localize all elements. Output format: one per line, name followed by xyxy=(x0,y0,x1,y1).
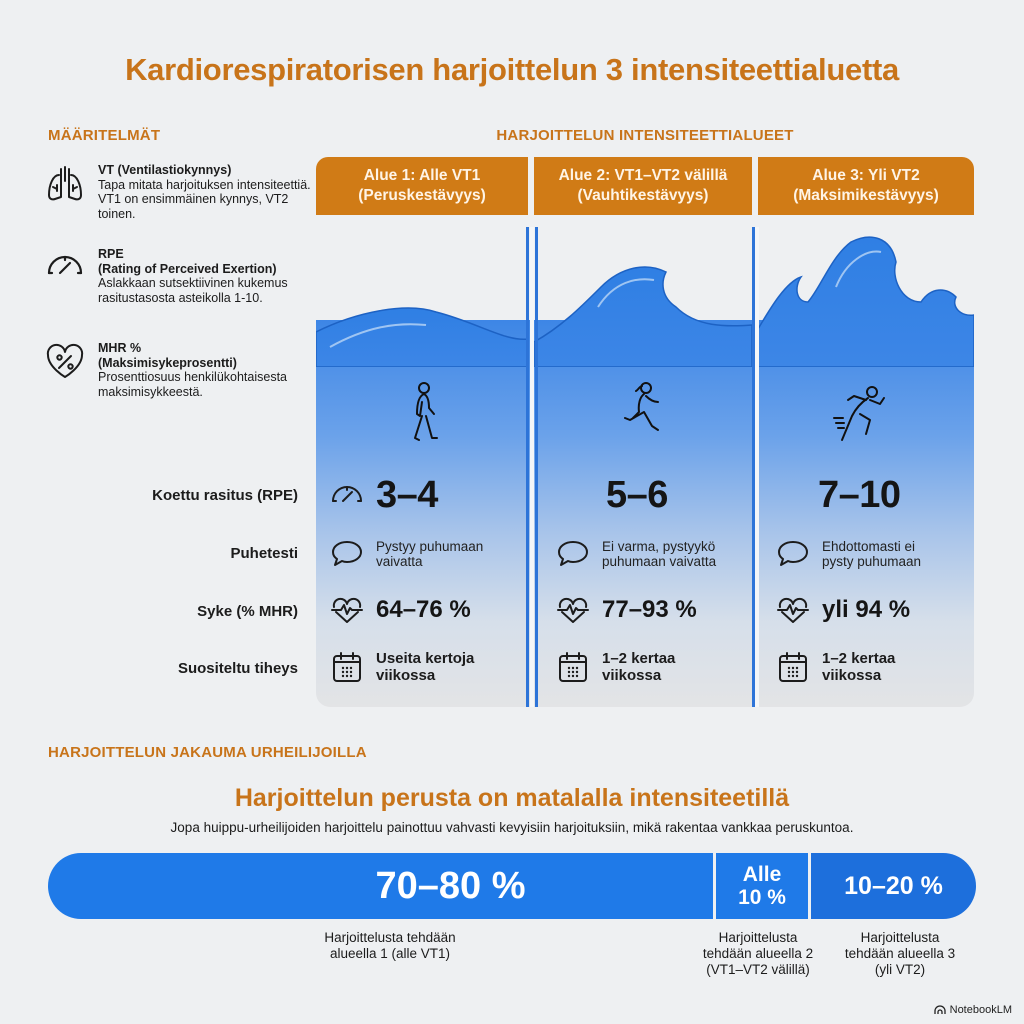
brand-watermark: NotebookLM xyxy=(933,1004,1012,1016)
row-label-talk: Puhetesti xyxy=(230,545,298,562)
zone-1-hr: 64–76 % xyxy=(330,593,471,627)
distribution-subtitle: Jopa huippu-urheilijoiden harjoittelu pa… xyxy=(170,820,854,835)
speech-bubble-icon xyxy=(330,537,364,571)
zone-3-frequency: 1–2 kertaa viikossa xyxy=(776,650,895,684)
zone-divider xyxy=(526,227,529,707)
zone-1-header: Alue 1: Alle VT1 (Peruskestävyys) xyxy=(316,157,528,215)
speech-bubble-icon xyxy=(776,537,810,571)
row-label-hr: Syke (% MHR) xyxy=(197,603,298,620)
distribution-heading: HARJOITTELUN JAKAUMA URHEILIJOILLA xyxy=(48,744,367,761)
heart-pulse-icon xyxy=(330,593,364,627)
heart-percent-icon xyxy=(44,341,86,383)
zone-2-frequency: 1–2 kertaa viikossa xyxy=(556,650,675,684)
zone-2-rpe: 5–6 xyxy=(606,474,668,516)
heart-pulse-icon xyxy=(556,593,590,627)
distribution-caption-zone-2: Harjoittelusta tehdään alueella 2 (VT1–V… xyxy=(702,930,814,977)
zones-panel xyxy=(316,320,974,707)
zone-3-talk: Ehdottomasti ei pysty puhumaan xyxy=(776,537,921,571)
distribution-bar-zone-1: 70–80 % xyxy=(48,853,713,919)
zone-3-header: Alue 3: Yli VT2 (Maksimikestävyys) xyxy=(758,157,974,215)
definition-mhr: MHR % (Maksimisykeprosentti) Prosenttios… xyxy=(44,341,319,399)
calendar-icon xyxy=(776,650,810,684)
row-label-rpe: Koettu rasitus (RPE) xyxy=(152,487,298,504)
zone-3-hr: yli 94 % xyxy=(776,593,910,627)
zones-heading: HARJOITTELUN INTENSITEETTIALUEET xyxy=(496,127,794,144)
zone-1-frequency: Useita kertoja viikossa xyxy=(330,650,474,684)
definition-vt: VT (Ventilastiokynnys) Tapa mitata harjo… xyxy=(44,163,319,221)
lungs-icon xyxy=(44,163,86,205)
distribution-caption-zone-3: Harjoittelusta tehdään alueella 3 (yli V… xyxy=(844,930,956,977)
zone-divider-gap xyxy=(755,227,759,707)
distribution-bar-zone-2: Alle 10 % xyxy=(716,853,808,919)
zone-divider xyxy=(535,227,538,707)
calendar-icon xyxy=(330,650,364,684)
zone-divider xyxy=(752,227,755,707)
zone-2-hr: 77–93 % xyxy=(556,593,697,627)
speech-bubble-icon xyxy=(556,537,590,571)
walking-person-icon xyxy=(394,378,454,458)
zone-1-talk: Pystyy puhumaan vaivatta xyxy=(330,537,506,571)
definition-rpe: RPE (Rating of Perceived Exertion) Aslak… xyxy=(44,247,319,305)
distribution-caption-zone-1: Harjoittelusta tehdään alueella 1 (alle … xyxy=(324,930,456,961)
zone-3-rpe: 7–10 xyxy=(818,474,901,516)
page-title: Kardiorespiratorisen harjoittelun 3 inte… xyxy=(125,52,899,87)
zone-1-rpe: 3–4 xyxy=(330,474,438,517)
gauge-icon xyxy=(44,247,86,289)
sprinting-person-icon xyxy=(830,378,890,458)
row-label-frequency: Suositeltu tiheys xyxy=(177,660,298,677)
zone-2-talk: Ei varma, pystyykö puhumaan vaivatta xyxy=(556,537,716,571)
distribution-headline: Harjoittelun perusta on matalalla intens… xyxy=(234,784,790,812)
distribution-bar-zone-3: 10–20 % xyxy=(811,853,976,919)
running-person-icon xyxy=(612,378,672,458)
calendar-icon xyxy=(556,650,590,684)
zone-2-header: Alue 2: VT1–VT2 välillä (Vauhtikestävyys… xyxy=(534,157,752,215)
definitions-heading: MÄÄRITELMÄT xyxy=(48,127,161,144)
zone-divider-gap xyxy=(530,227,534,707)
notebooklm-logo-icon xyxy=(933,1005,946,1014)
waves-illustration xyxy=(316,236,974,367)
gauge-icon xyxy=(330,479,364,513)
heart-pulse-icon xyxy=(776,593,810,627)
